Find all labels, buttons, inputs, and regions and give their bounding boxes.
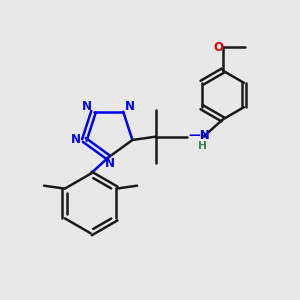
Text: H: H: [198, 140, 207, 151]
Text: N: N: [82, 100, 92, 113]
Text: N: N: [105, 158, 115, 170]
Text: O: O: [213, 41, 223, 54]
Text: N: N: [125, 100, 135, 113]
Text: N: N: [71, 134, 81, 146]
Text: —N: —N: [189, 129, 210, 142]
